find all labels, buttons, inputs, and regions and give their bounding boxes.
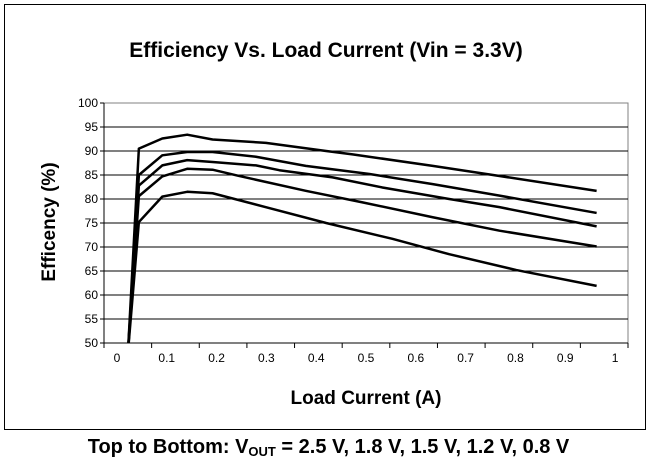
x-tick-label: 0 <box>114 351 121 365</box>
x-tick-label: 0.3 <box>258 351 275 365</box>
series-line-15V <box>127 158 597 343</box>
x-tick-label: 0.7 <box>457 351 474 365</box>
series-line-12V <box>127 167 597 343</box>
x-axis-label: Load Current (A) <box>291 388 442 409</box>
y-tick-label: 55 <box>85 312 99 326</box>
y-tick-label: 80 <box>85 192 99 206</box>
y-tick-label: 85 <box>85 168 99 182</box>
x-tick-label: 0.9 <box>557 351 574 365</box>
chart-frame <box>4 4 646 430</box>
x-tick-label: 0.5 <box>358 351 375 365</box>
caption-prefix: Top to Bottom: V <box>87 436 249 458</box>
y-tick-label: 95 <box>85 120 99 134</box>
x-tick-label: 0.1 <box>158 351 175 365</box>
x-tick-label: 0.4 <box>308 351 325 365</box>
x-tick-label: 0.8 <box>507 351 524 365</box>
y-tick-label: 70 <box>85 240 99 254</box>
y-tick-label: 65 <box>85 264 99 278</box>
chart-title: Efficiency Vs. Load Current (Vin = 3.3V) <box>129 39 522 62</box>
y-tick-label: 50 <box>85 336 99 350</box>
y-tick-label: 90 <box>85 144 99 158</box>
series-line-18V <box>127 150 597 343</box>
x-tick-label: 0.6 <box>407 351 424 365</box>
y-tick-label: 100 <box>78 96 98 110</box>
y-tick-label: 60 <box>85 288 99 302</box>
x-tick-label: 0.2 <box>208 351 225 365</box>
caption-suffix: = 2.5 V, 1.8 V, 1.5 V, 1.2 V, 0.8 V <box>275 436 570 458</box>
y-tick-label: 75 <box>85 216 99 230</box>
y-axis-label: Efficency (%) <box>39 162 60 281</box>
series-line-25V <box>127 133 597 343</box>
chart-caption: Top to Bottom: VOUT = 2.5 V, 1.8 V, 1.5 … <box>0 436 657 459</box>
x-tick-label: 1 <box>612 351 619 365</box>
series-line-08V <box>127 190 597 343</box>
caption-subscript: OUT <box>248 444 276 459</box>
